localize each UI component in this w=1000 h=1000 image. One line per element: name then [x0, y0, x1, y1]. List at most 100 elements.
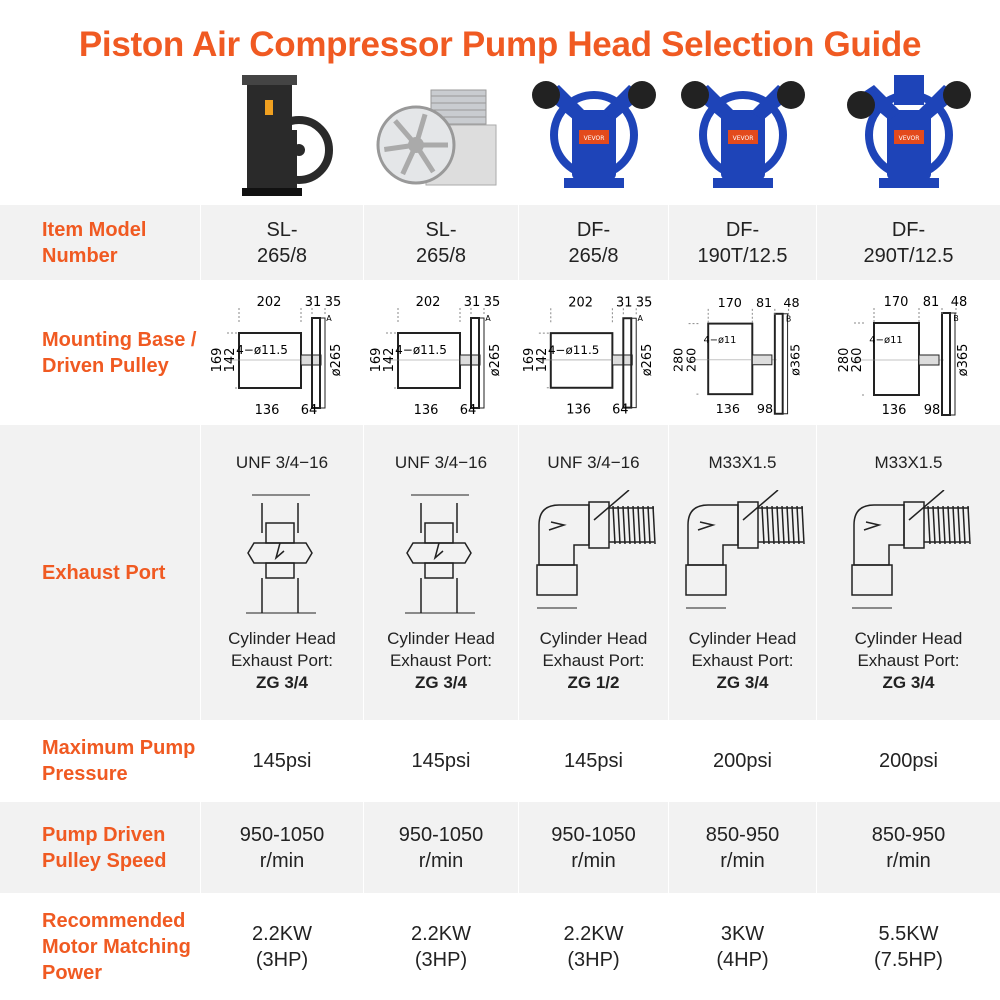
power-value: 5.5KW (7.5HP) [816, 893, 1000, 1000]
elbow-fitting-drawing [684, 490, 805, 609]
model-number: SL- 265/8 [363, 205, 518, 280]
row-label-speed: Pump Driven Pulley Speed [0, 802, 200, 893]
dimension-label: 280 [837, 347, 852, 372]
dimension-label: 48 [950, 295, 967, 310]
dimension-label: B [786, 314, 791, 323]
power-value: 2.2KW (3HP) [363, 893, 518, 1000]
page-title: Piston Air Compressor Pump Head Selectio… [78, 25, 922, 64]
power-value: 2.2KW (3HP) [200, 893, 363, 1000]
dimension-label: 35 [325, 295, 342, 310]
dimension-label: 170 [883, 295, 908, 310]
straight-fitting-drawing [405, 494, 475, 613]
dimension-label: 136 [566, 402, 591, 417]
dimension-label: 64 [301, 403, 318, 418]
dimension-label: 202 [416, 295, 441, 310]
pump-image-blue-pump-3cyl: VEVOR [816, 65, 1000, 205]
dimension-label: ø265 [329, 343, 344, 376]
model-number: DF- 190T/12.5 [668, 205, 816, 280]
exhaust-cell: UNF 3/4−16 Cylinder Head Exhaust Port: ZG 3… [200, 425, 363, 720]
dimension-label: 98 [757, 401, 773, 416]
row-label-pressure: Maximum Pump Pressure [42, 737, 196, 785]
speed-value: 850-950 r/min [668, 802, 816, 893]
speed-value: 950-1050 r/min [363, 802, 518, 893]
mounting-cell: 202 31 35 4−ø11.5 169 142 ø265 136 64 A [363, 280, 518, 425]
svg-text:VEVOR: VEVOR [583, 135, 604, 142]
svg-text:VEVOR: VEVOR [732, 135, 753, 142]
dimension-label: 136 [414, 403, 439, 418]
dimension-label: ø265 [640, 343, 655, 376]
comparison-table: VEVOR VEVOR VEVOR Item Model Number SL- 265/8… [0, 65, 1000, 1000]
model-number: SL- 265/8 [200, 205, 363, 280]
exhaust-size: ZG 1/2 [567, 672, 620, 692]
dimension-label: 35 [636, 295, 652, 310]
power-value: 3KW (4HP) [668, 893, 816, 1000]
dimension-label: 136 [716, 401, 740, 416]
dimension-label: 142 [223, 347, 238, 372]
row-label-model: Item Model Number [0, 205, 200, 280]
dimension-label: 31 [464, 295, 481, 310]
exhaust-thread: UNF 3/4−16 [235, 452, 329, 472]
exhaust-thread: M33X1.5 [708, 452, 777, 472]
dimension-label: 64 [612, 402, 628, 417]
dimension-label: 136 [881, 403, 906, 418]
dimension-label: 98 [923, 403, 940, 418]
dimension-label: A [485, 314, 491, 323]
elbow-fitting-drawing [535, 490, 656, 609]
dimension-label: 169 [369, 347, 384, 372]
dimension-label: 81 [922, 295, 939, 310]
dimension-label: 4−ø11.5 [395, 343, 447, 357]
dimension-label: 31 [616, 295, 632, 310]
dimension-label: 280 [672, 347, 687, 371]
dimension-label: ø365 [956, 343, 971, 376]
exhaust-size: ZG 3/4 [716, 672, 769, 692]
exhaust-cell: M33X1.5 Cylinder Head Exhaust Port: ZG 3/4 [816, 425, 1000, 720]
dimension-label: 260 [684, 347, 699, 371]
dimension-label: 4−ø11.5 [548, 342, 599, 356]
row-label-power: Recommended Motor Matching Power [42, 909, 191, 984]
dimension-label: 142 [382, 347, 397, 372]
dimension-label: 169 [210, 347, 225, 372]
exhaust-size: ZG 3/4 [256, 672, 308, 692]
pump-image-silver-pump [363, 65, 518, 205]
dimension-label: ø265 [488, 343, 503, 376]
mounting-cell: 202 31 35 4−ø11.5 169 142 ø265 136 64 A [518, 280, 668, 425]
dimension-label: 4−ø11.5 [236, 343, 288, 357]
pressure-value: 200psi [668, 720, 816, 802]
exhaust-thread: UNF 3/4−16 [394, 452, 488, 472]
dimension-label: 169 [522, 347, 537, 372]
dimension-label: 81 [756, 295, 772, 310]
model-number: DF- 265/8 [518, 205, 668, 280]
exhaust-cell: UNF 3/4−16 Cylinder Head Exhaust Port: ZG 1… [518, 425, 668, 720]
dimension-label: 4−ø11 [704, 335, 737, 346]
dimension-label: 35 [484, 295, 501, 310]
mounting-cell: 170 81 48 4−ø11 280 260 ø365 136 98 B [816, 280, 1000, 425]
pump-image-blue-pump-2cyl: VEVOR [518, 65, 668, 205]
dimension-label: A [326, 314, 332, 323]
dimension-label: 48 [783, 295, 799, 310]
speed-value: 950-1050 r/min [518, 802, 668, 893]
exhaust-thread: UNF 3/4−16 [547, 452, 640, 472]
pressure-value: 145psi [518, 720, 668, 802]
exhaust-thread: M33X1.5 [874, 452, 943, 472]
model-number: DF- 290T/12.5 [816, 205, 1000, 280]
dimension-label: 4−ø11 [869, 335, 903, 346]
dimension-label: 202 [257, 295, 282, 310]
dimension-label: 170 [718, 295, 742, 310]
pump-image-black-pump [200, 65, 363, 205]
svg-text:VEVOR: VEVOR [898, 135, 919, 142]
dimension-label: 31 [305, 295, 322, 310]
dimension-label: ø365 [788, 343, 803, 375]
dimension-label: 260 [850, 347, 865, 372]
exhaust-cell: UNF 3/4−16 Cylinder Head Exhaust Port: ZG 3… [363, 425, 518, 720]
exhaust-size: ZG 3/4 [415, 672, 467, 692]
exhaust-size: ZG 3/4 [882, 672, 935, 692]
straight-fitting-drawing [246, 494, 316, 613]
pressure-value: 200psi [816, 720, 1000, 802]
dimension-label: B [953, 314, 959, 323]
dimension-label: 202 [568, 295, 593, 310]
pressure-value: 145psi [363, 720, 518, 802]
